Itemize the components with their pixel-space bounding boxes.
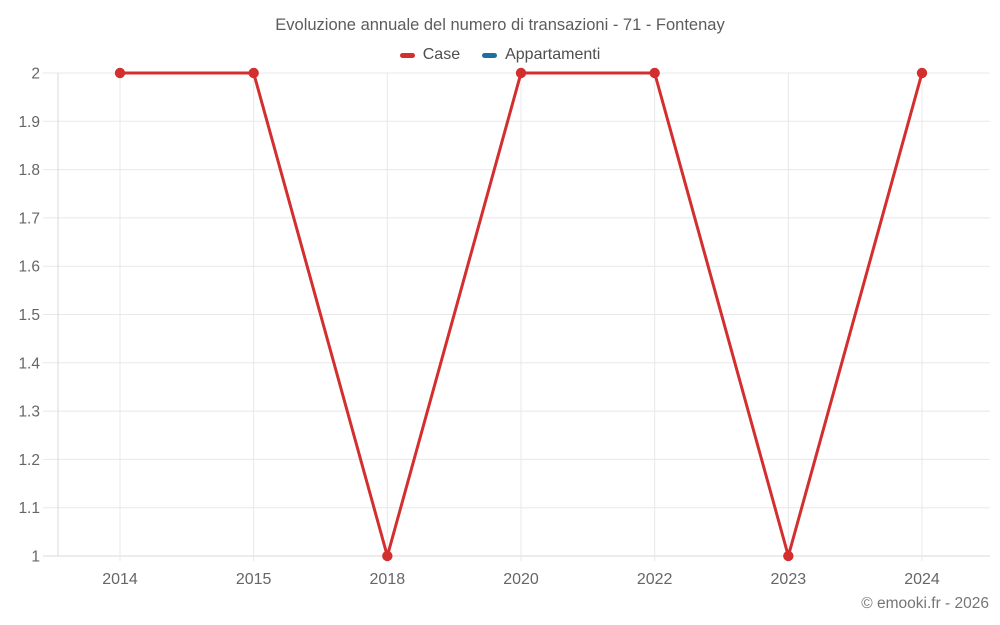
x-tick-label: 2020 (503, 571, 539, 588)
x-tick-label: 2014 (102, 571, 138, 588)
chart-legend: Case Appartamenti (0, 45, 1000, 65)
y-tick-label: 1.7 (18, 210, 40, 227)
legend-label-case: Case (422, 46, 461, 63)
legend-item-appartamenti[interactable]: Appartamenti (482, 46, 600, 64)
y-tick-label: 1.5 (18, 307, 40, 324)
copyright-text: © emooki.fr - 2026 (861, 595, 989, 612)
chart-title: Evoluzione annuale del numero di transaz… (275, 16, 725, 34)
case-series-swatch-icon (399, 52, 415, 58)
case-data-point[interactable] (114, 67, 126, 79)
y-tick-label: 1.9 (18, 114, 40, 131)
x-tick-label: 2024 (904, 571, 940, 588)
case-data-point[interactable] (515, 67, 527, 79)
y-tick-label: 1 (31, 549, 40, 566)
x-tick-label: 2023 (771, 571, 807, 588)
y-tick-label: 1.2 (18, 452, 40, 469)
case-data-point[interactable] (783, 550, 794, 562)
y-tick-label: 1.8 (18, 162, 40, 179)
legend-label-appartamenti: Appartamenti (505, 46, 601, 63)
y-tick-label: 2 (31, 66, 40, 83)
y-tick-label: 1.4 (18, 355, 40, 372)
case-data-point[interactable] (382, 550, 393, 562)
x-tick-label: 2015 (236, 571, 272, 588)
y-tick-label: 1.3 (18, 404, 40, 421)
y-tick-label: 1.1 (18, 500, 40, 517)
case-data-point[interactable] (916, 67, 928, 79)
case-data-point[interactable] (649, 67, 660, 79)
x-tick-label: 2018 (370, 571, 406, 588)
x-tick-label: 2022 (637, 571, 673, 588)
case-data-point[interactable] (248, 67, 259, 79)
legend-item-case[interactable]: Case (399, 46, 461, 64)
y-tick-label: 1.6 (18, 259, 40, 276)
appartamenti-series-swatch-icon (482, 52, 498, 58)
